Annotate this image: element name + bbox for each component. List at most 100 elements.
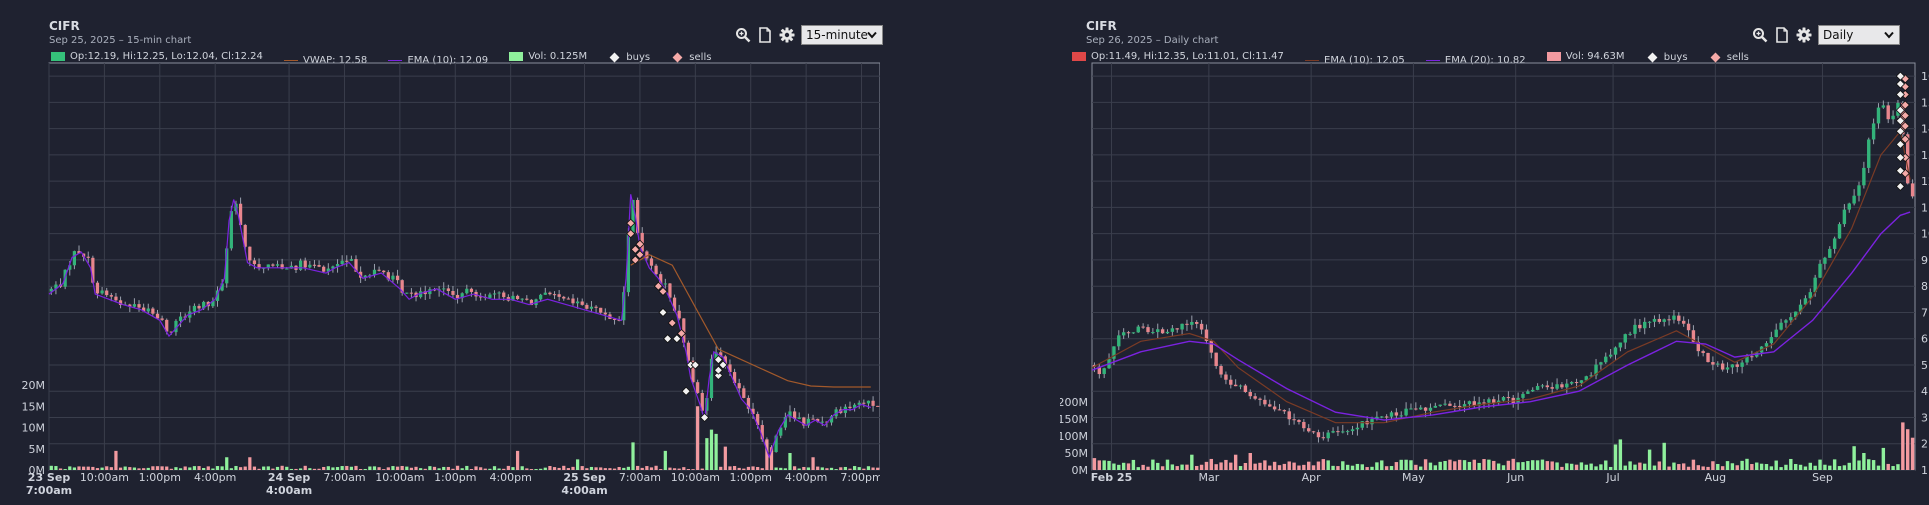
volume-bar xyxy=(1905,429,1910,470)
sell-marker xyxy=(676,328,687,339)
gear-icon[interactable] xyxy=(779,27,795,43)
price-tick-label: 7 xyxy=(1921,306,1928,319)
legend-ema10: EMA (10): 12.05 xyxy=(1305,55,1405,66)
volume-bar xyxy=(335,467,340,470)
volume-bar xyxy=(529,469,534,470)
chart-toolbar: Daily xyxy=(1752,25,1900,45)
sell-marker xyxy=(626,229,636,239)
candle-body xyxy=(1326,432,1330,439)
candle-body xyxy=(636,200,640,233)
volume-bar xyxy=(1506,460,1511,470)
interval-select[interactable]: Daily xyxy=(1818,25,1900,45)
candle-body xyxy=(257,264,261,269)
volume-bar xyxy=(1832,459,1837,470)
candle-body xyxy=(659,274,663,284)
candle-body xyxy=(1151,332,1155,334)
candle-body xyxy=(317,265,321,267)
price-tick-label: 12 xyxy=(1921,175,1929,188)
candle-body xyxy=(1886,105,1890,120)
volume-bar xyxy=(1565,463,1569,470)
volume-bar xyxy=(1136,467,1140,470)
volume-bar xyxy=(1453,461,1457,470)
zoom-icon[interactable] xyxy=(735,27,751,43)
interval-select[interactable]: 15-minute xyxy=(801,25,883,45)
volume-bar xyxy=(1589,463,1593,470)
volume-bar xyxy=(1438,461,1442,470)
candle-body xyxy=(1623,334,1627,343)
volume-bar xyxy=(839,467,843,470)
candle-body xyxy=(723,356,727,365)
volume-bar xyxy=(1419,466,1423,470)
volume-bar xyxy=(428,466,432,470)
legend-sells: sells xyxy=(671,52,711,63)
candle-body xyxy=(732,372,737,384)
volume-bar xyxy=(732,466,737,470)
time-tick-label: 7:00am xyxy=(26,484,72,497)
volume-bar xyxy=(1857,460,1861,470)
volume-bar xyxy=(1414,464,1418,470)
volume-bar xyxy=(1180,464,1184,470)
buy-marker xyxy=(672,334,682,344)
document-icon[interactable] xyxy=(1774,27,1790,43)
volume-bar xyxy=(1516,462,1520,470)
gear-icon[interactable] xyxy=(1796,27,1812,43)
volume-bar xyxy=(178,468,183,470)
volume-bar xyxy=(806,467,811,470)
candle-body xyxy=(1131,332,1136,334)
candle-body xyxy=(1292,419,1296,421)
volume-bar xyxy=(580,466,584,470)
volume-bar xyxy=(280,465,284,470)
candle-body xyxy=(589,306,594,309)
time-tick-label: May xyxy=(1402,471,1425,484)
candle-body xyxy=(326,268,330,272)
daily-chart[interactable]: 12345678910111213141516Feb 25MarAprMayJu… xyxy=(1060,0,1929,505)
volume-bar xyxy=(303,465,307,470)
volume-bar xyxy=(1287,461,1291,470)
volume-bar xyxy=(1165,459,1170,470)
document-icon[interactable] xyxy=(757,27,773,43)
plot-frame xyxy=(1091,62,1916,471)
volume-bar xyxy=(437,468,441,470)
chevron-down-icon xyxy=(1884,31,1894,39)
candle-body xyxy=(382,270,386,273)
candle-body xyxy=(118,300,123,305)
candle-body xyxy=(1745,356,1749,363)
volume-bar xyxy=(252,466,257,470)
candle-body xyxy=(1808,292,1813,299)
candle-body xyxy=(645,251,649,259)
volume-bar xyxy=(506,465,510,470)
price-tick-label: 8 xyxy=(1921,280,1928,293)
volume-bar xyxy=(1745,458,1749,470)
candle-body xyxy=(1097,366,1102,375)
candle-body xyxy=(585,304,589,309)
candle-body xyxy=(682,318,686,343)
volume-bar xyxy=(575,459,580,470)
candle-body xyxy=(345,260,349,262)
volume-bar xyxy=(1584,464,1588,470)
candle-body xyxy=(1194,322,1199,324)
volume-bar xyxy=(1599,464,1603,470)
volume-bar xyxy=(248,457,252,470)
candle-body xyxy=(1672,315,1676,320)
candle-body xyxy=(515,295,520,300)
time-tick-label: 4:00am xyxy=(266,484,312,497)
zoom-icon[interactable] xyxy=(1752,27,1768,43)
legend-ohlc: Op:11.49, Hi:12.35, Lo:11.01, Cl:11.47 xyxy=(1072,51,1284,62)
volume-bar xyxy=(1526,461,1530,470)
vwap-line xyxy=(630,254,871,388)
candle-body xyxy=(289,265,293,269)
volume-bar xyxy=(202,467,206,470)
intraday-chart[interactable]: 11.011.512.012.513.013.514.014.515.015.5… xyxy=(0,0,880,505)
volume-tick-label: 10M xyxy=(22,422,46,435)
candle-body xyxy=(829,416,834,423)
volume-bar xyxy=(285,466,289,470)
volume-bar xyxy=(502,468,506,470)
volume-bar xyxy=(1321,459,1326,470)
buy-marker xyxy=(1895,166,1905,176)
candle-body xyxy=(95,282,100,294)
volume-bar xyxy=(63,469,67,470)
candle-body xyxy=(105,290,109,296)
candle-body xyxy=(1345,431,1350,433)
candle-body xyxy=(1589,375,1593,377)
volume-bar xyxy=(1662,442,1666,470)
